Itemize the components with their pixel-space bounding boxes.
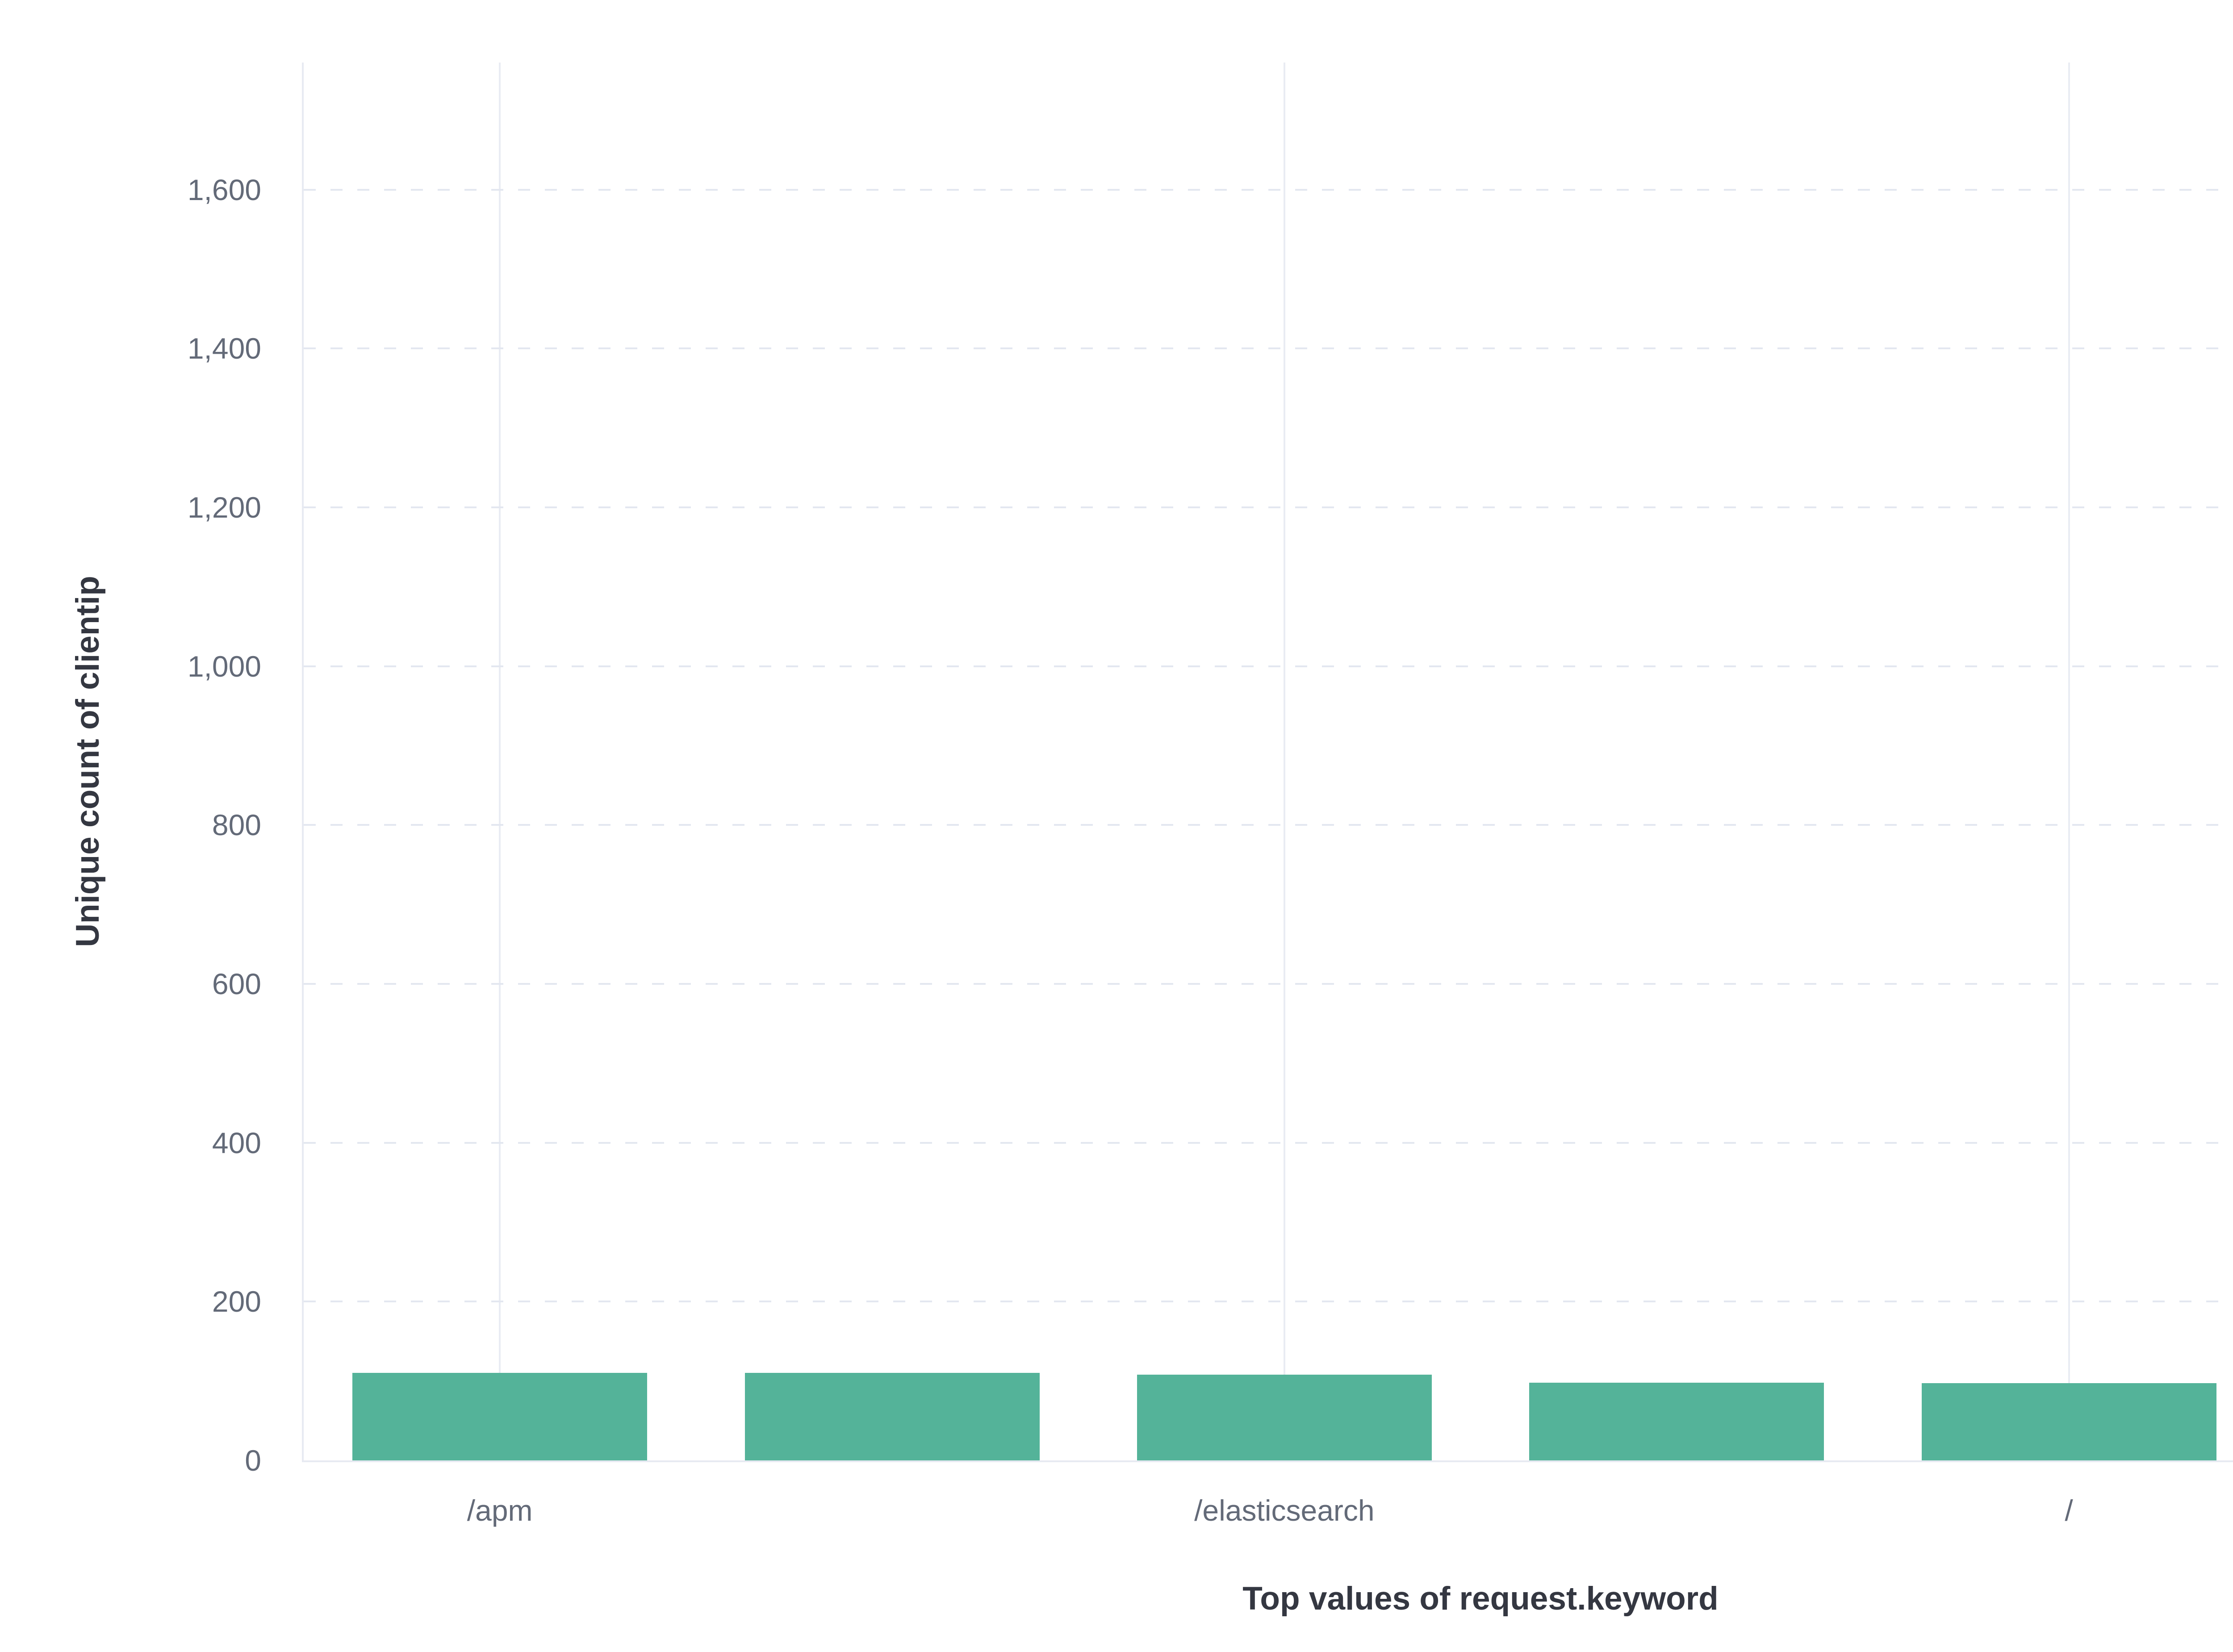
- h-gridline: [304, 665, 2233, 667]
- y-tick-label: 1,400: [187, 332, 261, 365]
- bar-1[interactable]: [744, 1373, 1040, 1460]
- x-tick-label: /elasticsearch: [1194, 1494, 1375, 1527]
- bar-0[interactable]: [352, 1373, 648, 1460]
- x-axis-line: [302, 1460, 2233, 1462]
- y-tick-label: 1,200: [187, 490, 261, 524]
- y-tick-label: 0: [245, 1444, 261, 1477]
- y-axis-title: Unique count of clientip: [70, 576, 106, 947]
- bar-3[interactable]: [1529, 1383, 1824, 1460]
- v-gridline: [1283, 63, 1285, 1460]
- y-tick-label: 800: [212, 808, 261, 842]
- h-gridline: [304, 824, 2233, 826]
- y-tick-label: 600: [212, 967, 261, 1000]
- bar-4[interactable]: [1921, 1383, 2216, 1460]
- y-tick-label: 1,000: [187, 649, 261, 683]
- h-gridline: [304, 506, 2233, 508]
- y-tick-label: 1,600: [187, 173, 261, 206]
- y-tick-label: 200: [212, 1285, 261, 1318]
- x-axis-title: Top values of request.keyword: [1242, 1581, 1719, 1617]
- bar-2[interactable]: [1137, 1375, 1432, 1460]
- h-gridline: [304, 347, 2233, 350]
- h-gridline: [304, 1301, 2233, 1303]
- y-tick-label: 400: [212, 1126, 261, 1159]
- plot-area: [302, 63, 2233, 1462]
- y-axis-line: [302, 63, 304, 1462]
- h-gridline: [304, 188, 2233, 191]
- h-gridline: [304, 1142, 2233, 1144]
- x-tick-label: /: [2065, 1494, 2073, 1527]
- h-gridline: [304, 983, 2233, 985]
- v-gridline: [2068, 63, 2070, 1460]
- v-gridline: [499, 63, 501, 1460]
- x-tick-label: /apm: [467, 1494, 533, 1527]
